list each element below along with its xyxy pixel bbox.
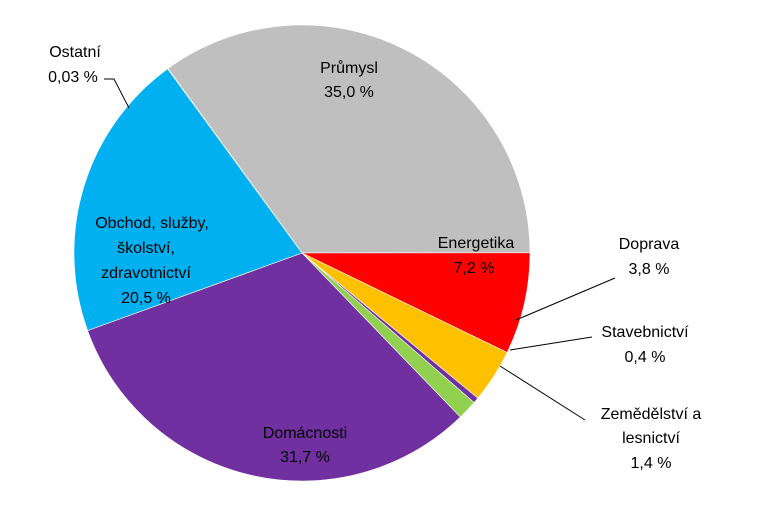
slice-label-doprava-name: Doprava [619,236,680,253]
slice-label-obchod-value: 20,5 % [121,290,171,307]
slice-label-prumysl-name: Průmysl [320,59,378,77]
slice-label-stavebnictvi-name: Stavebnictví [601,324,689,341]
leader-lines [104,78,616,421]
leader-line-zemedelstvi [499,365,586,421]
slice-label-obchod-line2: školství, [117,240,175,257]
slice-labels: Ostatní 0,03 % Průmysl 35,0 % Energetika… [48,44,701,472]
slice-label-domacnosti-name: Domácnosti [263,425,347,442]
pie-slice-prumysl [167,24,531,254]
slice-label-zemedelstvi-line2: lesnictví [622,430,680,447]
slice-label-zemedelstvi-line1: Zemědělství a [601,406,702,423]
leader-line-stavebnictvi [509,336,593,351]
pie-slice-domacnosti [87,252,461,482]
slice-label-energetika-name: Energetika [438,235,515,252]
slice-label-doprava-value: 3,8 % [629,261,670,278]
pie-slice-obchod-sluzby-skolstvi-zdravotnictvi [73,68,303,331]
pie-slices [73,24,531,482]
slice-label-ostatni-name: Ostatní [49,44,101,61]
slice-label-zemedelstvi-value: 1,4 % [631,455,672,472]
slice-label-obchod-line3: zdravotnictví [101,265,191,282]
leader-line-ostatni [104,78,130,109]
pie-slice-ostatni [167,68,303,254]
slice-label-prumysl-value: 35,0 % [324,84,374,101]
slice-label-energetika-value: 7,2 % [454,260,495,277]
slice-label-obchod-line1: Obchod, služby, [95,215,209,232]
slice-label-domacnosti-value: 31,7 % [280,449,330,466]
leader-line-doprava [515,277,616,321]
pie-slice-energetika [301,252,531,353]
slice-label-stavebnictvi-value: 0,4 % [625,349,666,366]
slice-label-ostatni-value: 0,03 % [48,69,98,86]
